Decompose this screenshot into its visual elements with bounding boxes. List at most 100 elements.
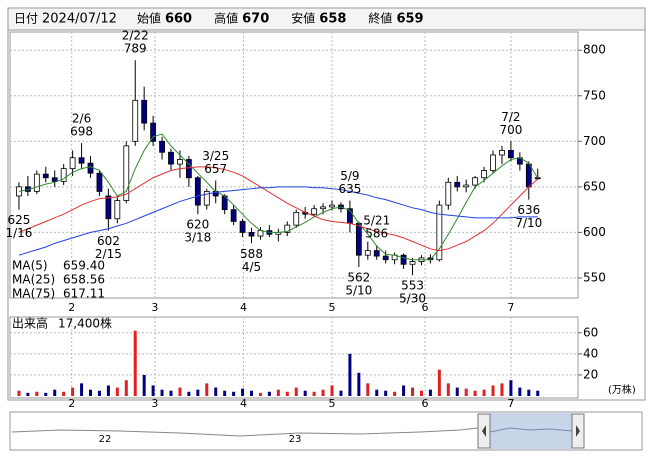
candle-body — [177, 159, 183, 165]
volume-bar — [89, 389, 93, 396]
volume-bar — [348, 353, 352, 396]
candle-body — [364, 250, 371, 256]
volume-bar — [17, 390, 21, 396]
volume-bar — [160, 389, 164, 396]
navigator-window[interactable] — [490, 413, 572, 449]
annotation-price: 588 — [240, 247, 263, 261]
header-value: 658 — [319, 12, 346, 27]
annotation-price: 553 — [401, 279, 424, 293]
volume-bar — [366, 383, 370, 396]
y-tick-label: 60 — [583, 325, 598, 339]
candle-body — [481, 170, 487, 179]
legend-name: MA(75) — [12, 287, 55, 301]
volume-bar — [62, 391, 66, 396]
candle-body — [382, 255, 389, 261]
navigator-line — [489, 427, 573, 433]
x-tick-label: 5 — [329, 397, 336, 410]
volume-bar — [151, 385, 155, 396]
volume-bar — [464, 388, 468, 396]
annotation-price: 635 — [338, 182, 361, 196]
annotation-date: 2/22 — [122, 29, 149, 43]
volume-bar — [44, 392, 48, 396]
header-value: 660 — [165, 12, 192, 27]
volume-bar — [509, 380, 513, 396]
annotation-price: 602 — [97, 234, 120, 248]
candle-body — [159, 140, 165, 153]
navigator-line — [11, 427, 479, 437]
annotation-date: 4/5 — [242, 260, 261, 274]
price-panel — [9, 31, 579, 299]
candle-body — [150, 122, 157, 142]
volume-bar — [205, 383, 209, 396]
x-tick-label: 6 — [422, 397, 429, 410]
volume-unit: (万株) — [608, 383, 636, 396]
y-tick-label: 700 — [583, 134, 606, 148]
annotation-date: 7/10 — [515, 216, 542, 230]
candle-body — [400, 254, 407, 265]
x-tick-label: 4 — [240, 301, 247, 314]
candle-body — [132, 99, 139, 142]
candle-body — [355, 222, 362, 256]
candle-body — [454, 181, 461, 188]
candle-body — [436, 204, 443, 261]
candle-body — [472, 177, 479, 186]
volume-bar — [232, 391, 236, 396]
x-tick-label: 3 — [151, 301, 158, 314]
candle-body — [293, 211, 300, 226]
candle-body — [230, 209, 237, 222]
volume-bar — [393, 391, 397, 396]
volume-bar — [437, 369, 441, 396]
volume-bar — [330, 385, 334, 396]
volume-panel — [9, 316, 579, 399]
y-tick-label: 750 — [583, 88, 606, 102]
candle-body — [96, 172, 103, 192]
navigator-label: 22 — [99, 434, 112, 445]
annotation-price: 789 — [124, 42, 147, 56]
volume-bar — [124, 380, 128, 396]
volume-bar — [536, 390, 540, 396]
x-tick-label: 4 — [240, 397, 247, 410]
volume-bar — [527, 389, 531, 396]
annotation-date: 7/2 — [501, 110, 520, 124]
candle-body — [42, 173, 49, 179]
volume-bar — [276, 389, 280, 396]
legend-value: 617.11 — [63, 287, 105, 301]
volume-bar — [267, 391, 271, 396]
annotation-date: 2/15 — [95, 247, 122, 261]
x-tick-label: 6 — [422, 301, 429, 314]
header-label: 日付 — [14, 12, 38, 26]
volume-bar — [518, 387, 522, 396]
x-tick-label: 7 — [507, 301, 514, 314]
candle-body — [525, 163, 532, 188]
volume-bar — [223, 390, 227, 396]
candle-body — [141, 99, 148, 124]
volume-bar — [482, 389, 486, 396]
x-tick-label: 2 — [68, 397, 75, 410]
candle-body — [87, 162, 94, 174]
annotation-date: 1/16 — [5, 226, 32, 240]
candle-body — [463, 184, 470, 188]
header-label: 始値 — [137, 11, 161, 26]
volume-bar — [133, 330, 137, 396]
volume-bar — [214, 387, 218, 396]
arrow-icon — [482, 425, 486, 437]
annotation-price: 657 — [204, 162, 227, 176]
volume-bar — [473, 390, 477, 396]
volume-bar — [196, 389, 200, 396]
volume-bar — [258, 392, 262, 396]
volume-bar — [97, 390, 101, 396]
volume-bar — [446, 383, 450, 396]
volume-bar — [80, 383, 84, 396]
ma-line — [18, 166, 539, 252]
volume-bar — [178, 387, 182, 396]
volume-bar — [411, 387, 415, 396]
legend-box — [11, 259, 107, 297]
header-value: 659 — [396, 12, 423, 27]
candle-body — [508, 150, 514, 159]
ma-line — [18, 186, 538, 256]
annotation-date: 3/25 — [202, 149, 229, 163]
annotation-price: 700 — [499, 123, 522, 137]
candle-body — [284, 224, 291, 233]
y-tick-label: 600 — [583, 225, 606, 239]
y-tick-label: 40 — [583, 346, 598, 360]
